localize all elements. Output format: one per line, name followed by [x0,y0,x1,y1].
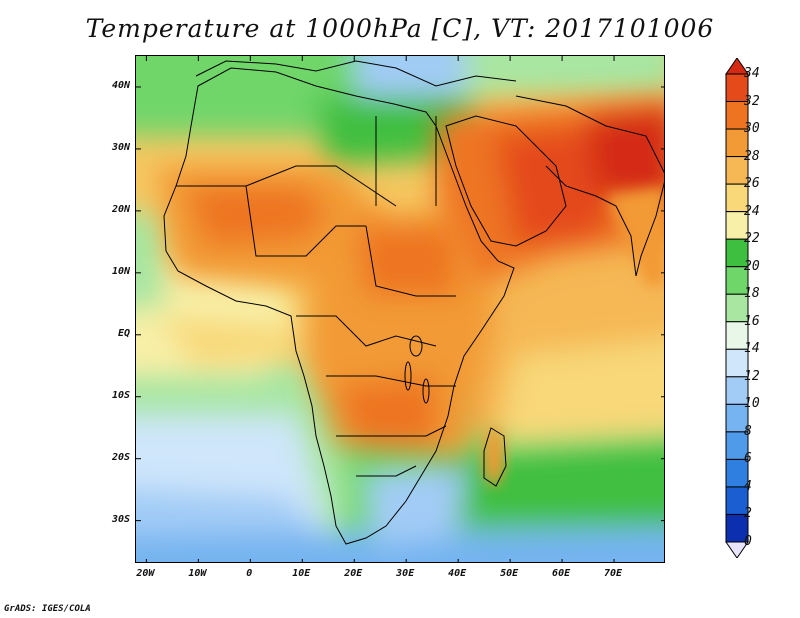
axis-ticks [136,56,664,562]
colorbar-level-label: 10 [744,396,760,412]
colorbar-level-label: 24 [744,203,760,219]
lat-label: 40N [111,79,130,91]
colorbar-level-label: 30 [744,121,760,137]
colorbar-level-label: 16 [744,313,760,329]
map-svg [136,56,664,562]
lon-label: 70E [604,568,623,579]
lon-label: 10W [188,568,207,579]
lon-label: 10E [292,568,311,579]
lat-label: 20N [111,203,130,215]
lon-label: 60E [552,568,571,579]
colorbar-level-label: 26 [744,176,760,192]
grads-credit: GrADS: IGES/COLA [4,604,91,614]
lon-label: 0 [246,568,253,579]
colorbar-level-label: 8 [744,423,752,439]
lat-label: 30S [111,513,130,525]
colorbar-level-label: 0 [744,534,752,549]
lat-label: EQ [117,327,130,339]
colorbar-level-label: 32 [744,93,760,109]
lat-label: 10N [111,265,130,277]
lat-label: 10S [111,389,130,401]
lon-label: 40E [448,568,467,579]
lon-label: 50E [500,568,519,579]
lat-label: 30N [111,141,130,153]
colorbar-level-label: 6 [744,451,752,467]
colorbar-level-label: 28 [744,148,760,164]
colorbar-level-label: 4 [744,478,752,494]
colorbar-level-label: 34 [744,66,760,81]
colorbar-level-label: 12 [744,368,760,384]
coastlines [163,60,664,545]
plot-title: Temperature at 1000hPa [C], VT: 20171010… [85,14,715,43]
lat-label: 20S [111,451,130,463]
colorbar-level-label: 22 [744,231,760,247]
temperature-map [135,55,665,563]
colorbar-level-label: 14 [744,341,760,357]
lon-label: 20W [136,568,155,579]
lon-label: 20E [344,568,363,579]
colorbar-level-label: 2 [744,506,752,522]
colorbar-level-label: 18 [744,286,760,302]
colorbar [725,58,749,558]
colorbar-bottom-triangle [725,541,749,558]
colorbar-level-label: 20 [744,258,760,274]
lon-label: 30E [396,568,415,579]
